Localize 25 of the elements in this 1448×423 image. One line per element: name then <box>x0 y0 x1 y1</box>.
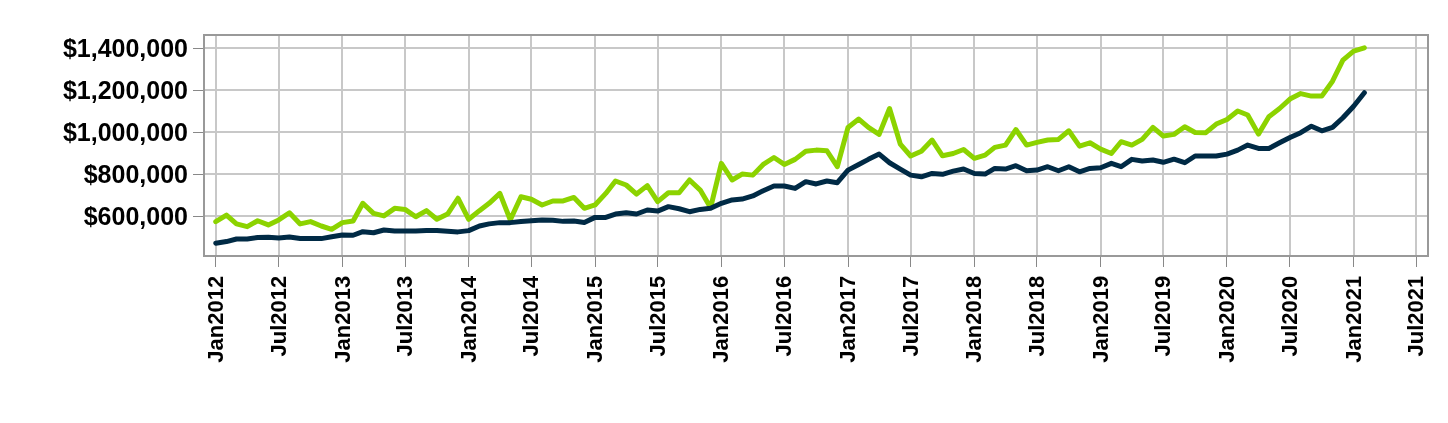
x-tick-label: Jul2014 <box>518 275 544 357</box>
y-tick-label: $1,400,000 <box>62 33 188 62</box>
x-tick-label: Jul2019 <box>1150 275 1176 357</box>
x-tick-label: Jan2014 <box>455 275 481 363</box>
x-tick-label: Jan2012 <box>202 275 228 363</box>
x-tick-label: Jan2020 <box>1214 275 1240 363</box>
x-tick-label: Jul2017 <box>897 275 923 357</box>
x-tick-label: Jul2018 <box>1024 275 1050 357</box>
y-tick-label: $1,000,000 <box>62 118 188 147</box>
y-tick-label: $800,000 <box>83 160 188 189</box>
y-tick-label: $600,000 <box>83 202 188 231</box>
x-tick-label: Jan2018 <box>961 275 987 363</box>
x-tick-label: Jul2016 <box>771 275 797 357</box>
y-tick-label: $1,200,000 <box>62 75 188 104</box>
x-tick-label: Jul2020 <box>1277 275 1303 357</box>
x-tick-label: Jan2016 <box>708 275 734 363</box>
x-tick-label: Jul2012 <box>265 275 291 357</box>
x-tick-label: Jan2013 <box>329 275 355 363</box>
x-tick-label: Jan2015 <box>582 275 608 363</box>
x-tick-label: Jul2021 <box>1403 275 1429 357</box>
x-tick-label: Jan2019 <box>1087 275 1113 363</box>
x-tick-label: Jul2015 <box>644 275 670 357</box>
x-tick-label: Jan2017 <box>835 275 861 363</box>
x-tick-label: Jul2013 <box>392 275 418 357</box>
x-tick-label: Jan2021 <box>1340 275 1366 363</box>
